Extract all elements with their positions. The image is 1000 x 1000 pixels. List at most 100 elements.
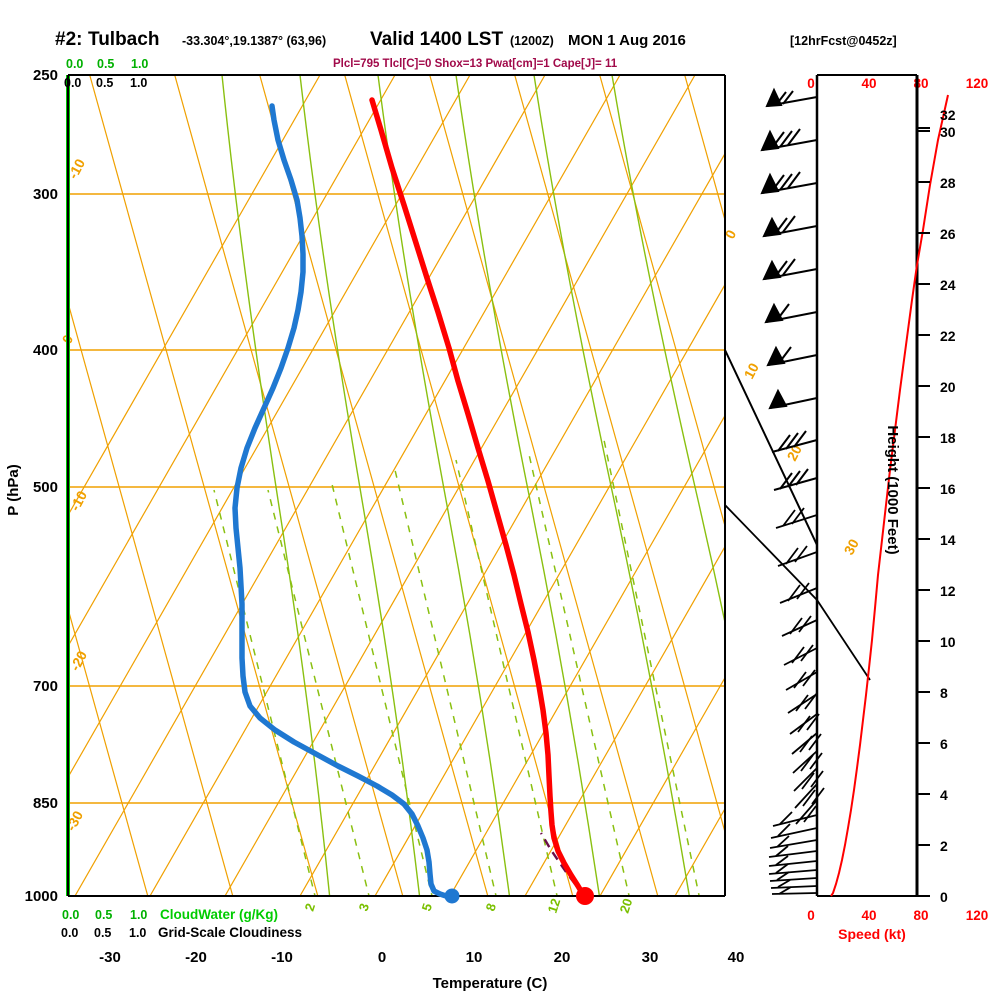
- cloudwater-axis-top: 0.0 0.5 1.0 0.0 0.5 1.0: [64, 57, 148, 90]
- wind-barb: [783, 644, 818, 666]
- wind-barb: [779, 582, 818, 604]
- forecast-tag: [12hrFcst@0452z]: [790, 34, 897, 48]
- wind-barb: [768, 855, 818, 867]
- wind-barb: [771, 430, 818, 453]
- pressure-tick: 300: [33, 186, 58, 203]
- header: #2: Tulbach -33.304°,19.1387° (63,96) Va…: [55, 29, 897, 70]
- speed-tick-bottom: 80: [913, 908, 928, 923]
- wind-barb: [772, 811, 818, 827]
- cloudiness-tick-bottom: 1.0: [129, 926, 146, 940]
- height-tick: 4: [940, 787, 948, 803]
- wind-barb: [773, 468, 818, 491]
- height-axis-panel: 0 2 4 6 8 10 12 14 16 18 20 22 24 26 28 …: [817, 74, 956, 905]
- cloudwater-axis-label: CloudWater (g/Kg): [160, 907, 278, 922]
- height-tick: 0: [940, 889, 948, 905]
- height-tick: 8: [940, 685, 948, 701]
- skewt-panel: -10 0 -10 -20 -30 0 10 20 30 2 3 5 8 12 …: [59, 74, 863, 915]
- wind-barb: [789, 713, 820, 735]
- wind-barb: [762, 258, 818, 281]
- wind-barb: [770, 879, 818, 889]
- height-speed-profile: [830, 94, 949, 897]
- mixing-ratio-lines: [213, 439, 701, 897]
- wind-barb-panel: [724, 75, 871, 896]
- pressure-tick: 250: [33, 67, 58, 84]
- cloudiness-tick-bottom: 0.0: [61, 926, 78, 940]
- wind-barb: [781, 615, 818, 637]
- height-tick: 10: [940, 634, 956, 650]
- wind-barb: [777, 545, 818, 567]
- temperature-axis-label: Temperature (C): [433, 975, 548, 992]
- cloudiness-tick-top: 1.0: [130, 76, 147, 90]
- temperature-tick: -30: [99, 949, 121, 966]
- temperature-axis: -30 -20 -10 0 10 20 30 40 Temperature (C…: [99, 949, 744, 992]
- station-id: #2:: [55, 29, 82, 50]
- pressure-tick: 500: [33, 479, 58, 496]
- mixing-ratio-label: 3: [356, 901, 373, 913]
- wind-barb: [768, 863, 818, 875]
- wind-barb: [768, 845, 818, 858]
- moist-adiabat-lines: [221, 75, 725, 897]
- wind-barb: [760, 171, 818, 195]
- cloudwater-tick-top: 0.5: [97, 57, 114, 71]
- mixing-ratio-labels: 2 3 5 8 12 20: [302, 897, 636, 915]
- wind-barb: [787, 692, 818, 714]
- height-tick: 22: [940, 328, 956, 344]
- height-tick: 32: [940, 107, 956, 123]
- station-coords: -33.304°,19.1387° (63,96): [182, 34, 326, 48]
- speed-tick-top: 40: [861, 76, 876, 91]
- cloudiness-tick-top: 0.5: [96, 76, 113, 90]
- wind-barb: [770, 823, 818, 839]
- height-ticks: [917, 127, 930, 897]
- speed-axis-label: Speed (kt): [838, 926, 906, 942]
- station-name: Tulbach: [88, 29, 159, 50]
- wind-barb: [785, 669, 818, 691]
- cloudiness-tick-bottom: 0.5: [94, 926, 111, 940]
- height-tick-labels: 0 2 4 6 8 10 12 14 16 18 20 22 24 26 28 …: [940, 107, 956, 905]
- pressure-tick: 400: [33, 342, 58, 359]
- cloudwater-tick-top: 0.0: [66, 57, 83, 71]
- cloudwater-tick-bottom: 0.5: [95, 908, 112, 922]
- wind-barb: [769, 835, 818, 849]
- mixing-ratio-label: 5: [419, 901, 436, 913]
- height-tick: 2: [940, 838, 948, 854]
- height-tick: 24: [940, 277, 956, 293]
- cloudiness-axis-label: Grid-Scale Cloudiness: [158, 925, 302, 940]
- wind-barb: [764, 302, 818, 324]
- wind-barb: [765, 87, 818, 108]
- temperature-tick: 40: [728, 949, 745, 966]
- wind-barb: [791, 732, 822, 755]
- isotherm-label: 30: [841, 536, 863, 557]
- valid-time-label: Valid 1400 LST: [370, 29, 503, 50]
- speed-tick-top: 120: [966, 76, 989, 91]
- wind-barb: [793, 767, 824, 792]
- temperature-tick: -10: [271, 949, 293, 966]
- surface-dewpoint-marker: [444, 888, 460, 904]
- pressure-axis: 250 300 400 500 700 850 1000 P (hPa): [5, 67, 58, 905]
- mixing-ratio-label: 2: [302, 901, 319, 913]
- height-tick: 20: [940, 379, 956, 395]
- temperature-tick: 0: [378, 949, 386, 966]
- wind-barb: [775, 507, 818, 529]
- skewt-frame: [67, 74, 726, 897]
- mixing-ratio-label: 8: [483, 901, 500, 913]
- wind-barb: [794, 783, 825, 809]
- wind-barb: [766, 345, 818, 367]
- mixing-ratio-label: 12: [545, 897, 564, 915]
- valid-time-utc: (1200Z): [510, 34, 554, 48]
- isotherm-lines: [68, 75, 725, 897]
- cloudwater-tick-top: 1.0: [131, 57, 148, 71]
- pressure-tick: 850: [33, 795, 58, 812]
- height-tick: 30: [940, 124, 956, 140]
- height-tick: 6: [940, 736, 948, 752]
- temperature-tick: 10: [466, 949, 483, 966]
- surface-temperature-marker: [576, 887, 594, 905]
- height-tick: 16: [940, 481, 956, 497]
- valid-date: MON 1 Aug 2016: [568, 32, 686, 49]
- height-tick: 26: [940, 226, 956, 242]
- height-tick: 28: [940, 175, 956, 191]
- cloudwater-axis-bottom: 0.0 0.5 1.0 CloudWater (g/Kg) 0.0 0.5 1.…: [61, 907, 302, 940]
- wind-barb: [760, 128, 818, 152]
- skewt-gridlines: [68, 75, 725, 897]
